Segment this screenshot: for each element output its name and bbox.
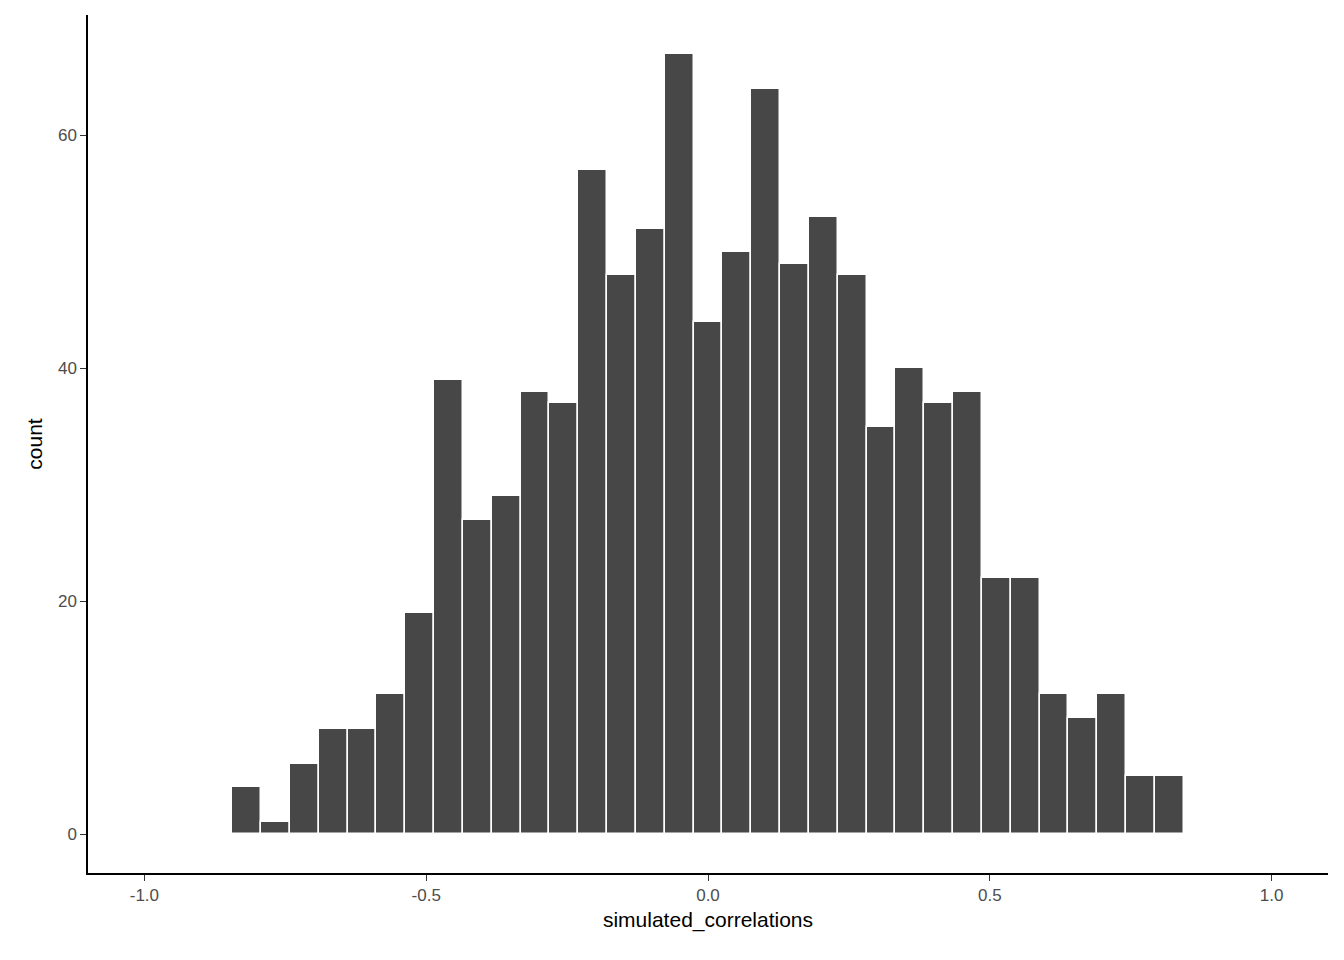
svg-text:-1.0: -1.0 (130, 886, 159, 905)
svg-text:1.0: 1.0 (1260, 886, 1284, 905)
svg-text:0: 0 (67, 825, 76, 844)
svg-text:60: 60 (58, 126, 77, 145)
svg-text:0.0: 0.0 (696, 886, 720, 905)
svg-text:count: count (23, 418, 46, 470)
svg-text:-0.5: -0.5 (412, 886, 441, 905)
svg-text:0.5: 0.5 (978, 886, 1002, 905)
svg-text:20: 20 (58, 592, 77, 611)
svg-text:40: 40 (58, 359, 77, 378)
svg-text:simulated_correlations: simulated_correlations (603, 908, 813, 932)
